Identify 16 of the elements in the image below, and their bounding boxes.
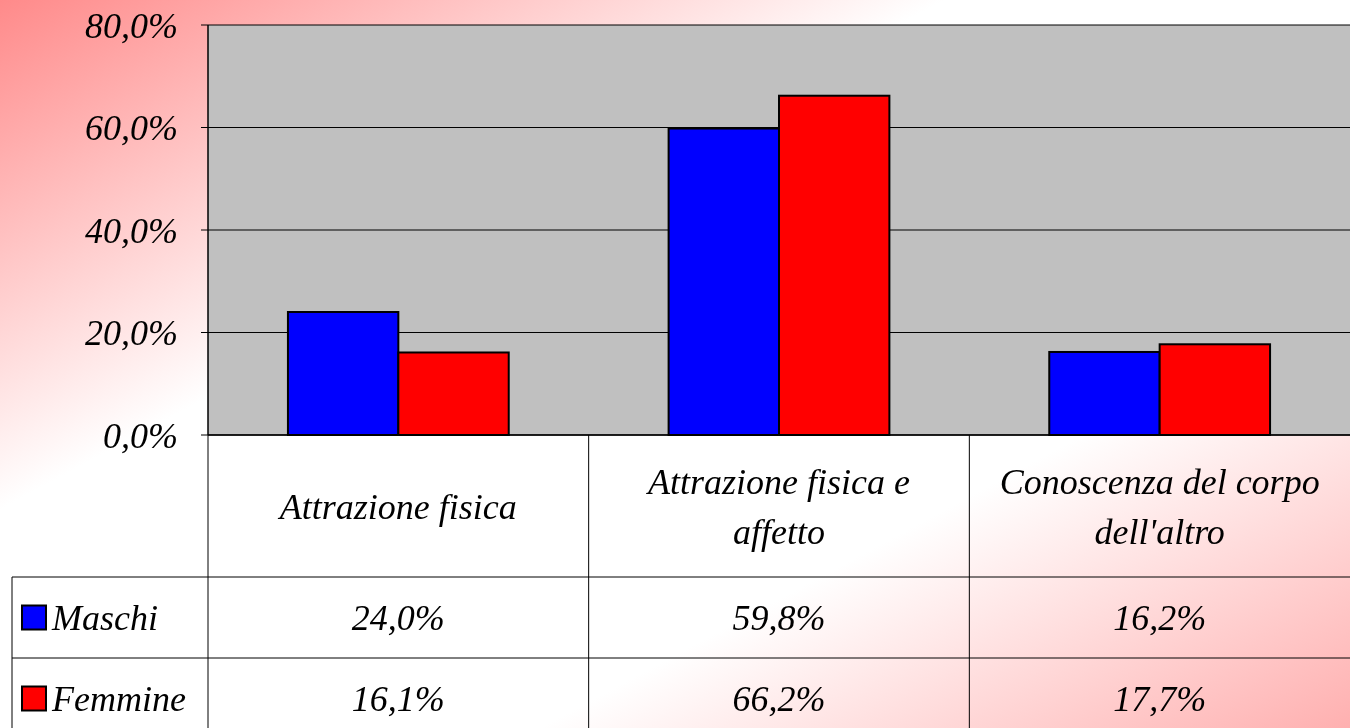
y-tick-label: 60,0%	[85, 108, 178, 149]
data-label: 17,7%	[1113, 679, 1207, 720]
data-label: 66,2%	[732, 679, 826, 720]
data-label: 59,8%	[732, 598, 826, 639]
data-label: 16,1%	[351, 679, 445, 720]
legend-label: Maschi	[51, 598, 158, 639]
legend-label: Femmine	[51, 679, 186, 720]
x-tick-label: Attrazione fisica e affetto	[646, 461, 910, 552]
y-tick-label: 40,0%	[85, 210, 178, 251]
data-label: 24,0%	[351, 598, 445, 639]
y-tick-label: 80,0%	[85, 5, 178, 46]
data-label: 16,2%	[1113, 598, 1207, 639]
y-tick-label: 0,0%	[103, 415, 178, 456]
y-tick-label: 20,0%	[85, 313, 178, 354]
x-tick-label: Conoscenza del corpo dell'altro	[999, 461, 1320, 552]
x-tick-label: Attrazione fisica	[277, 486, 517, 527]
